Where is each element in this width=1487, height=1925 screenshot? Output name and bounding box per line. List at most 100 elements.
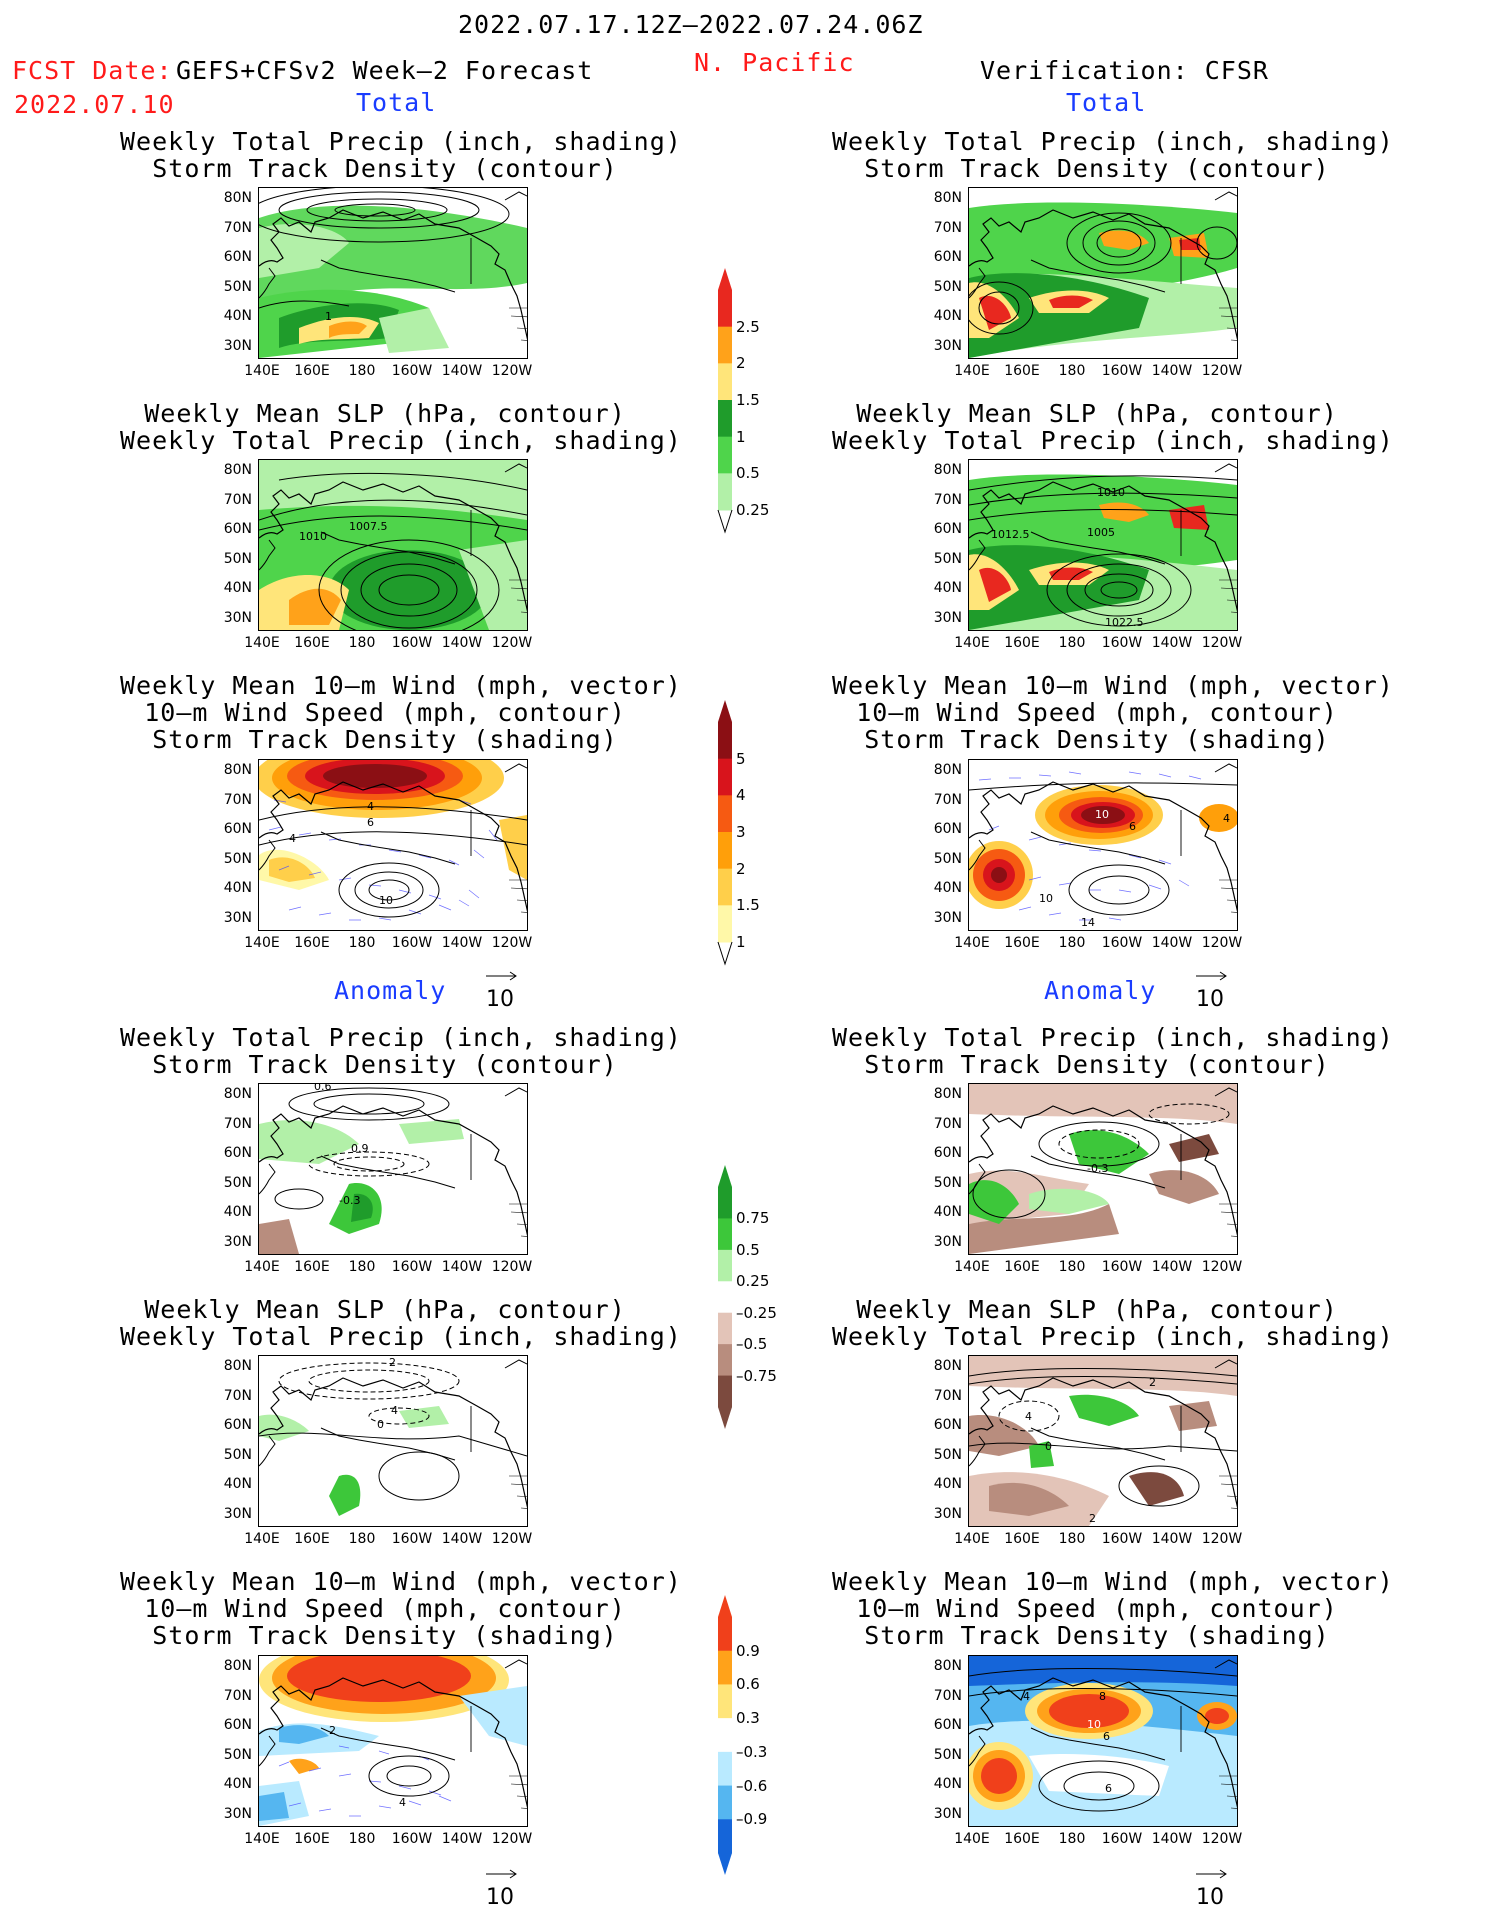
lon-tick-label: 140E xyxy=(244,1259,280,1275)
title-line: Weekly Total Precip (inch, shading) xyxy=(120,1322,682,1351)
lat-tick-label: 70N xyxy=(223,791,252,808)
colorbar-label: –0.75 xyxy=(736,1366,777,1385)
section-anomaly-right: Anomaly xyxy=(1044,976,1157,1005)
colorbar-storm-total: 5 4 3 2 1.5 1 xyxy=(716,700,796,984)
colorbar-label: 0.3 xyxy=(736,1709,760,1728)
lon-tick-label: 120W xyxy=(491,635,533,651)
colorbar-swatch xyxy=(718,326,732,364)
lon-tick-label: 160E xyxy=(1004,1831,1040,1847)
panel-title-vf-total-precip: Weekly Total Precip (inch, shading) Stor… xyxy=(832,128,1393,182)
colorbar-label: 1.5 xyxy=(736,391,760,409)
lat-tick-label: 30N xyxy=(223,338,252,354)
panel-title-fc-anom-wind: Weekly Mean 10–m Wind (mph, vector) 10–m… xyxy=(120,1568,681,1650)
region-label: N. Pacific xyxy=(694,48,855,77)
vector-reference-value: 10 xyxy=(1196,987,1224,1012)
lon-tick-label: 120W xyxy=(491,1531,533,1547)
title-line: Storm Track Density (shading) xyxy=(152,725,618,754)
lon-tick-label: 160W xyxy=(1101,635,1143,651)
title-line: Weekly Mean 10–m Wind (mph, vector) xyxy=(832,1567,1394,1596)
lon-tick-label: 180 xyxy=(348,1831,376,1847)
vector-arrow-icon xyxy=(1196,971,1227,981)
map-vf-anom-precip-storm: -0.3 xyxy=(968,1083,1238,1255)
colorbar-swatch xyxy=(718,436,732,474)
lat-tick-label: 30N xyxy=(223,910,252,926)
colorbar-swatch xyxy=(718,1187,732,1219)
lat-tick-label: 60N xyxy=(933,821,962,838)
title-line: Weekly Mean SLP (hPa, contour) xyxy=(856,1295,1338,1324)
lon-tick-label: 140E xyxy=(244,935,280,951)
lat-tick-label: 50N xyxy=(933,850,962,867)
lat-tick-label: 60N xyxy=(223,249,252,266)
panel-title-vf-anom-precip: Weekly Total Precip (inch, shading) Stor… xyxy=(832,1024,1393,1078)
map-vf-anom-wind-storm: 4 8 10 6 6 xyxy=(968,1655,1238,1827)
map-fc-anom-slp-precip: 2 4 0 xyxy=(258,1355,528,1527)
lon-tick-label: 160W xyxy=(391,1259,433,1275)
contour-label: 6 xyxy=(1105,1782,1112,1795)
colorbar-swatch xyxy=(718,1218,732,1251)
contour-label: 2 xyxy=(389,1356,396,1369)
lat-tick-label: 70N xyxy=(223,1387,252,1404)
lat-tick-label: 70N xyxy=(223,219,252,236)
colorbar-swatch xyxy=(718,1281,732,1314)
colorbar-swatch xyxy=(718,722,732,760)
title-line: Storm Track Density (shading) xyxy=(864,725,1330,754)
colorbar-label: 0.25 xyxy=(736,501,770,519)
lat-tick-label: 50N xyxy=(223,550,252,567)
lon-tick-label: 140W xyxy=(1151,363,1193,379)
panel-title-fc-total-wind: Weekly Mean 10–m Wind (mph, vector) 10–m… xyxy=(120,672,681,754)
vector-reference-fc-total: 10 xyxy=(486,962,518,1012)
lat-tick-label: 80N xyxy=(933,462,962,478)
section-total-left: Total xyxy=(356,88,437,117)
lon-tick-label: 180 xyxy=(348,363,376,379)
contour-label: 1022.5 xyxy=(1105,616,1144,629)
colorbar-swatch xyxy=(718,1375,732,1408)
vector-reference-vf-anom: 10 xyxy=(1196,1860,1228,1910)
lon-tick-label: 140E xyxy=(244,1831,280,1847)
colorbar-swatch xyxy=(718,1617,732,1652)
lat-tick-label: 80N xyxy=(933,1658,962,1674)
contour-label: 4 xyxy=(1023,1690,1030,1703)
lat-tick-label: 50N xyxy=(933,278,962,295)
contour-label: 4 xyxy=(399,1796,406,1809)
colorbar-bottom-arrow xyxy=(718,1407,732,1429)
lat-tick-label: 80N xyxy=(223,1658,252,1674)
title-line: 10–m Wind Speed (mph, contour) xyxy=(144,1594,626,1623)
colorbar-swatch xyxy=(718,1344,732,1377)
title-line: Weekly Total Precip (inch, shading) xyxy=(120,426,682,455)
lon-tick-label: 140W xyxy=(1151,1259,1193,1275)
vector-reference-value: 10 xyxy=(486,1885,514,1910)
contour-label: 1012.5 xyxy=(991,528,1030,541)
panel-title-vf-total-slp: Weekly Mean SLP (hPa, contour) Weekly To… xyxy=(832,400,1393,454)
lat-tick-label: 30N xyxy=(223,1806,252,1822)
lon-tick-label: 160E xyxy=(294,1831,330,1847)
panel-title-vf-anom-wind: Weekly Mean 10–m Wind (mph, vector) 10–m… xyxy=(832,1567,1394,1649)
map-vf-total-wind-storm: 10 6 10 14 4 xyxy=(968,759,1238,931)
lon-tick-label: 140E xyxy=(954,1831,990,1847)
colorbar-swatch xyxy=(718,1684,732,1719)
colorbar-label: –0.25 xyxy=(736,1303,777,1322)
title-line: Weekly Total Precip (inch, shading) xyxy=(832,1322,1394,1351)
title-line: Storm Track Density (shading) xyxy=(152,1621,618,1650)
contour-label: 10 xyxy=(1087,1718,1101,1731)
lat-tick-label: 30N xyxy=(223,610,252,626)
vector-arrow-icon xyxy=(486,1869,517,1879)
contour-label: 6 xyxy=(1103,1730,1110,1743)
lon-tick-label: 120W xyxy=(491,1259,533,1275)
contour-label: 2 xyxy=(1149,1376,1156,1389)
title-line: Storm Track Density (contour) xyxy=(152,1050,618,1079)
lat-tick-label: 40N xyxy=(933,580,962,597)
lat-tick-label: 80N xyxy=(933,1086,962,1102)
colorbar-label: 5 xyxy=(736,749,746,768)
colorbar-svg xyxy=(717,700,733,966)
map-fc-total-precip-storm: 1 xyxy=(258,187,528,359)
lon-tick-label: 140E xyxy=(954,1531,990,1547)
colorbar-label: 1 xyxy=(736,427,746,446)
lon-tick-label: 140W xyxy=(1151,1831,1193,1847)
lat-tick-label: 80N xyxy=(933,762,962,778)
lon-tick-label: 180 xyxy=(1058,1831,1086,1847)
panel-title-vf-total-wind: Weekly Mean 10–m Wind (mph, vector) 10–m… xyxy=(832,672,1393,754)
panel-title-fc-anom-slp: Weekly Mean SLP (hPa, contour) Weekly To… xyxy=(120,1296,682,1351)
lat-tick-label: 30N xyxy=(933,338,962,354)
lon-tick-label: 140W xyxy=(1151,1531,1193,1547)
fcst-date-label: FCST Date: xyxy=(12,56,173,85)
